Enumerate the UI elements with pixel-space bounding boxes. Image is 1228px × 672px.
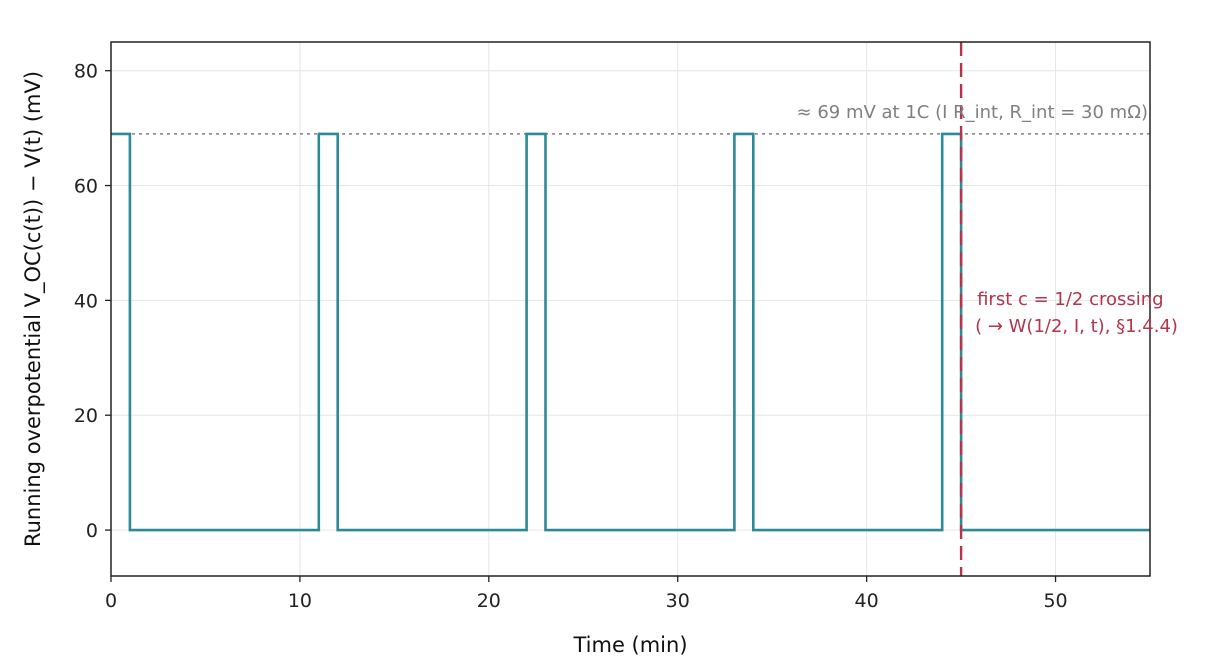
series-line [111, 132, 1150, 532]
plot-frame [110, 41, 1151, 577]
x-axis-ticks: 0 10 20 30 40 50 [105, 576, 1068, 612]
y-tick-label: 40 [74, 290, 98, 312]
marker-label-line1: first c = 1/2 crossing [977, 289, 1164, 310]
y-tick-label: 0 [86, 520, 98, 542]
x-axis-label: Time (min) [572, 633, 687, 657]
x-tick-label: 40 [855, 590, 879, 612]
x-tick-label: 30 [666, 590, 690, 612]
reference-line-label: ≈ 69 mV at 1C (I R_int, R_int = 30 mΩ) [797, 102, 1148, 123]
y-tick-label: 80 [74, 61, 98, 83]
y-axis-ticks: 0 20 40 60 80 [74, 61, 111, 542]
y-tick-label: 20 [74, 405, 98, 427]
x-tick-label: 50 [1043, 590, 1067, 612]
y-axis-label: Running overpotential V_OC(c(t)) − V(t) … [21, 71, 46, 547]
x-tick-label: 20 [477, 590, 501, 612]
y-tick-label: 60 [74, 176, 98, 198]
x-tick-label: 0 [105, 590, 117, 612]
marker-label-line2: ( → W(1/2, I, t), §1.4.4) [975, 316, 1178, 337]
series-group [111, 132, 1150, 532]
x-tick-label: 10 [288, 590, 312, 612]
